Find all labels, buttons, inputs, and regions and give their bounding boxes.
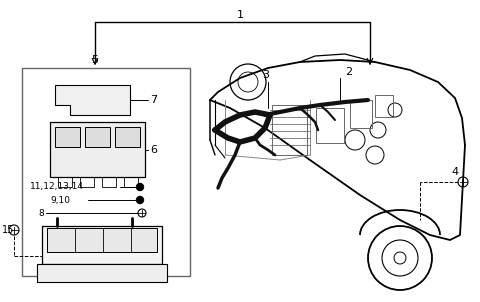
Bar: [316, 108, 344, 143]
Bar: [55, 127, 80, 147]
Bar: [42, 226, 162, 264]
Text: 15: 15: [2, 225, 14, 235]
Text: 11,12,13,14: 11,12,13,14: [30, 182, 84, 191]
Text: 3: 3: [262, 70, 269, 80]
Bar: [375, 95, 393, 117]
Bar: [58, 177, 72, 187]
Circle shape: [136, 197, 144, 204]
Text: 7: 7: [150, 95, 157, 105]
Text: 8: 8: [38, 208, 44, 217]
Text: 4: 4: [451, 167, 458, 177]
Bar: [37, 264, 167, 282]
Bar: [85, 127, 110, 147]
Bar: [350, 100, 372, 128]
Text: 1: 1: [237, 10, 243, 20]
Bar: [102, 177, 116, 187]
Text: 5: 5: [92, 55, 98, 65]
Polygon shape: [55, 85, 130, 115]
Bar: [272, 105, 307, 155]
Bar: [50, 122, 145, 177]
Bar: [115, 127, 140, 147]
Text: 6: 6: [150, 145, 157, 155]
Bar: [47, 228, 157, 252]
Bar: [80, 177, 94, 187]
Circle shape: [136, 184, 144, 191]
Bar: [22, 68, 190, 276]
Text: 9,10: 9,10: [50, 195, 70, 204]
Bar: [124, 177, 138, 187]
Text: 2: 2: [345, 67, 352, 77]
